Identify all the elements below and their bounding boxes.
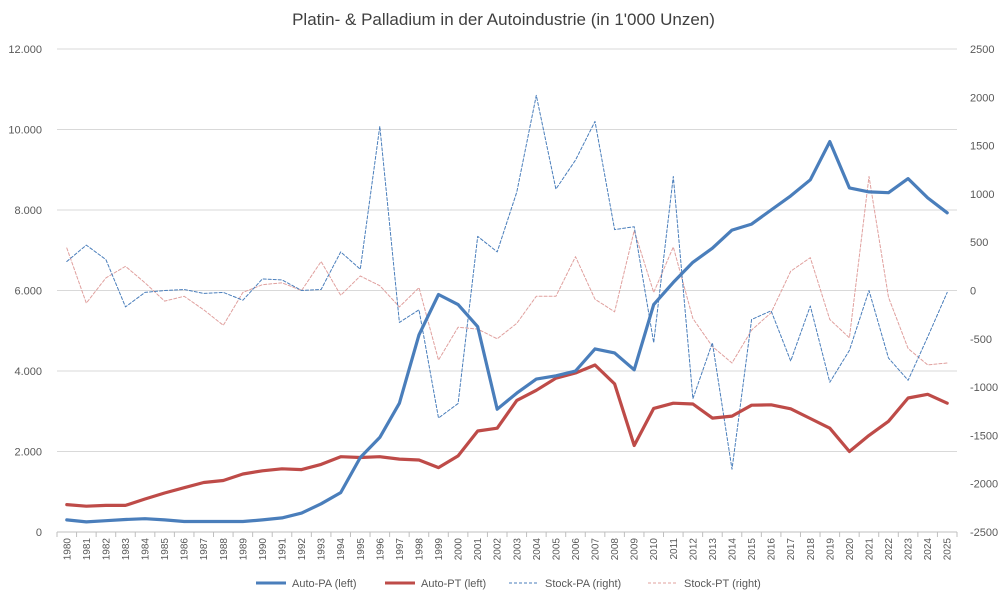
gridlines bbox=[57, 48, 957, 452]
right-tick-label: 0 bbox=[970, 286, 976, 298]
right-tick-label: 500 bbox=[970, 237, 988, 249]
x-tick-label: 1997 bbox=[395, 538, 406, 561]
x-tick-label: 1980 bbox=[62, 538, 73, 561]
x-tick-label: 2005 bbox=[551, 538, 562, 561]
right-tick-label: -1000 bbox=[970, 382, 998, 394]
right-tick-label: -2500 bbox=[970, 527, 998, 539]
right-tick-label: 1500 bbox=[970, 141, 994, 153]
x-tick-label: 2012 bbox=[688, 538, 699, 561]
x-tick-label: 1993 bbox=[317, 538, 328, 561]
x-tick-label: 1995 bbox=[356, 538, 367, 561]
x-tick-label: 2001 bbox=[473, 538, 484, 561]
x-tick-label: 2010 bbox=[649, 538, 660, 561]
legend-label: Auto-PT (left) bbox=[421, 578, 486, 590]
left-tick-label: 2.000 bbox=[14, 447, 42, 459]
x-tick-label: 2020 bbox=[845, 538, 856, 561]
x-tick-label: 1986 bbox=[180, 538, 191, 561]
right-tick-label: 1000 bbox=[970, 189, 994, 201]
x-tick-label: 1994 bbox=[336, 538, 347, 561]
series-line-auto-pt-left bbox=[65, 363, 949, 508]
x-tick-label: 1998 bbox=[414, 538, 425, 561]
left-tick-label: 6.000 bbox=[14, 286, 42, 298]
left-tick-label: 8.000 bbox=[14, 205, 42, 217]
x-tick-label: 2022 bbox=[884, 538, 895, 561]
series-line-stock-pt-right bbox=[66, 176, 948, 366]
x-tick-label: 2013 bbox=[708, 538, 719, 561]
x-tick-label: 2024 bbox=[923, 538, 934, 561]
x-tick-label: 2008 bbox=[610, 538, 621, 561]
axes: 0 2.000 4.000 6.000 8.000 10.000 12.000 -2500 -2… bbox=[8, 44, 998, 560]
x-tick-label: 1990 bbox=[258, 538, 269, 561]
x-tick-label: 2019 bbox=[825, 538, 836, 561]
legend-label: Auto-PA (left) bbox=[292, 578, 357, 590]
x-tick-label: 2014 bbox=[728, 538, 739, 561]
right-tick-label: -2000 bbox=[970, 479, 998, 491]
x-tick-label: 2003 bbox=[512, 538, 523, 561]
x-tick-label: 2011 bbox=[669, 538, 680, 560]
x-tick-label: 1987 bbox=[199, 538, 210, 561]
x-tick-label: 2021 bbox=[864, 538, 875, 561]
series-line-auto-pa-left bbox=[65, 140, 949, 524]
x-tick-label: 1985 bbox=[160, 538, 171, 561]
left-tick-label: 4.000 bbox=[14, 366, 42, 378]
series-group bbox=[65, 94, 949, 524]
x-tick-label: 2016 bbox=[767, 538, 778, 561]
x-tick-label: 1991 bbox=[278, 538, 289, 561]
x-tick-label: 1989 bbox=[238, 538, 249, 561]
x-tick-label: 2007 bbox=[591, 538, 602, 561]
chart-title: Platin- & Palladium in der Autoindustrie… bbox=[292, 10, 715, 29]
legend: Auto-PA (left) Auto-PT (left) Stock-PA (ri… bbox=[256, 578, 761, 590]
x-tick-label: 1984 bbox=[141, 538, 152, 561]
left-tick-label: 10.000 bbox=[8, 125, 42, 137]
x-tick-label: 2006 bbox=[571, 538, 582, 561]
x-tick-label: 1983 bbox=[121, 538, 132, 561]
x-tick-label: 1999 bbox=[434, 538, 445, 561]
x-tick-label: 1996 bbox=[375, 538, 386, 561]
legend-label: Stock-PA (right) bbox=[545, 578, 621, 590]
legend-label: Stock-PT (right) bbox=[684, 578, 761, 590]
x-tick-label: 2023 bbox=[904, 538, 915, 561]
x-tick-label: 1981 bbox=[82, 538, 93, 561]
right-tick-label: -500 bbox=[970, 334, 992, 346]
x-tick-label: 2004 bbox=[532, 538, 543, 561]
left-tick-label: 0 bbox=[36, 527, 42, 539]
x-tick-label: 2000 bbox=[454, 538, 465, 561]
x-tick-label: 2009 bbox=[630, 538, 641, 561]
series-line-stock-pa-right bbox=[66, 94, 948, 470]
x-tick-label: 2002 bbox=[493, 538, 504, 561]
left-tick-label: 12.000 bbox=[8, 44, 42, 56]
x-tick-label: 1992 bbox=[297, 538, 308, 561]
right-tick-label: 2000 bbox=[970, 92, 994, 104]
x-tick-label: 1988 bbox=[219, 538, 230, 561]
x-tick-label: 1982 bbox=[101, 538, 112, 561]
x-tick-label: 2025 bbox=[943, 538, 954, 561]
right-tick-label: 2500 bbox=[970, 44, 994, 56]
x-tick-label: 2017 bbox=[786, 538, 797, 561]
right-tick-label: -1500 bbox=[970, 430, 998, 442]
x-tick-label: 2015 bbox=[747, 538, 758, 561]
x-tick-label: 2018 bbox=[806, 538, 817, 561]
